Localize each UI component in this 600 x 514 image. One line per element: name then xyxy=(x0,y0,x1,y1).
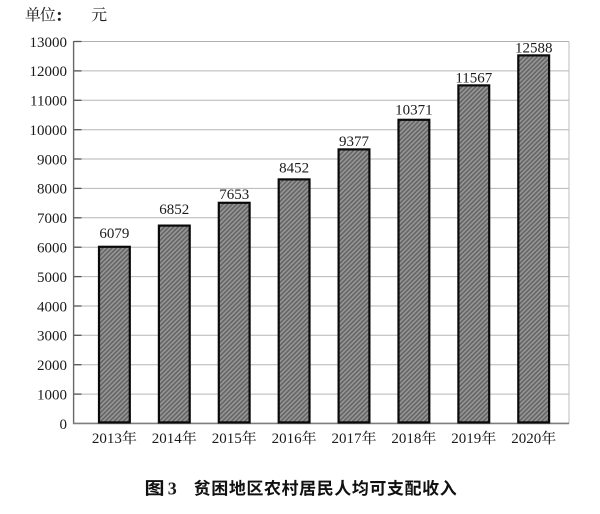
svg-text:12588: 12588 xyxy=(515,41,553,57)
svg-text:7000: 7000 xyxy=(37,211,67,227)
svg-text:5000: 5000 xyxy=(37,270,67,286)
svg-text:10000: 10000 xyxy=(30,123,68,139)
svg-text:2019: 2019 xyxy=(451,431,481,447)
svg-text:8452: 8452 xyxy=(279,161,309,177)
svg-text:6852: 6852 xyxy=(159,202,189,218)
svg-text:6000: 6000 xyxy=(37,241,67,257)
svg-text:0: 0 xyxy=(60,417,68,433)
svg-text:2020: 2020 xyxy=(511,431,541,447)
svg-text:7653: 7653 xyxy=(219,187,249,203)
svg-text:8000: 8000 xyxy=(37,182,67,198)
svg-text:2016: 2016 xyxy=(272,431,303,447)
svg-text:2013: 2013 xyxy=(92,431,122,447)
svg-text:2014: 2014 xyxy=(152,431,183,447)
svg-text:3: 3 xyxy=(168,479,177,499)
svg-text:2017: 2017 xyxy=(332,431,363,447)
svg-text:10371: 10371 xyxy=(395,102,433,118)
svg-text:9000: 9000 xyxy=(37,152,67,168)
svg-text:12000: 12000 xyxy=(30,64,68,80)
svg-text:3000: 3000 xyxy=(37,329,67,345)
svg-text:4000: 4000 xyxy=(37,299,67,315)
svg-text:9377: 9377 xyxy=(339,134,370,150)
svg-text:2018: 2018 xyxy=(391,431,421,447)
svg-text:2000: 2000 xyxy=(37,358,67,374)
svg-text:6079: 6079 xyxy=(99,226,129,242)
svg-text:11567: 11567 xyxy=(455,70,492,86)
svg-text:13000: 13000 xyxy=(30,35,68,51)
svg-text:2015: 2015 xyxy=(212,431,242,447)
svg-text:1000: 1000 xyxy=(37,387,67,403)
svg-text:11000: 11000 xyxy=(30,94,67,110)
